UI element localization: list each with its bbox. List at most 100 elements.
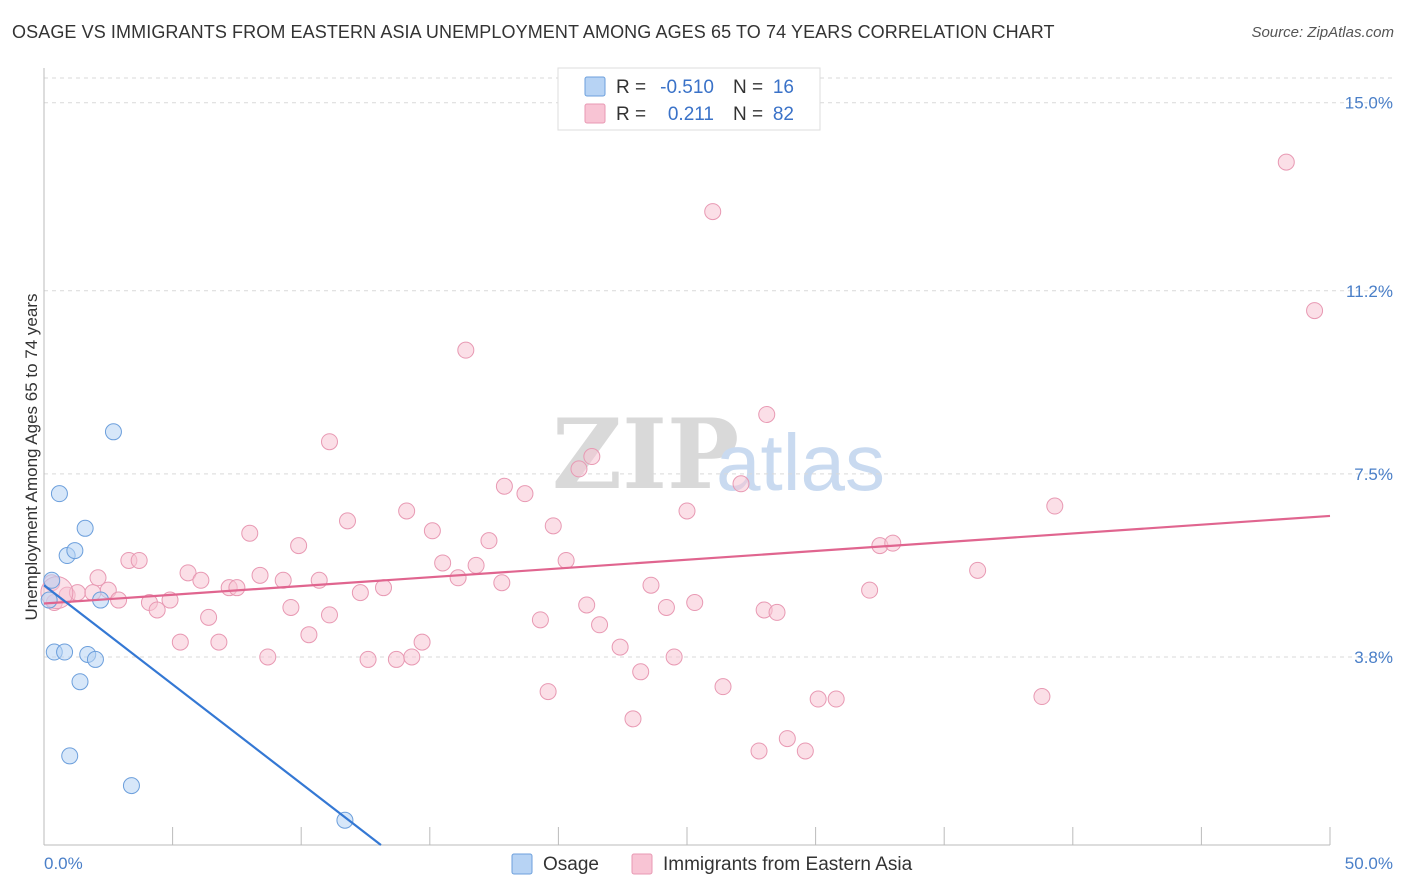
watermark-atlas: atlas <box>716 418 885 507</box>
immigrants-point <box>531 611 549 629</box>
osage-point <box>76 519 94 537</box>
y-tick-labels: 3.8% 7.5% 11.2% 15.0% <box>1345 94 1393 667</box>
series-osage-points <box>40 423 354 829</box>
immigrants-point <box>423 522 441 540</box>
gridlines <box>44 77 1393 658</box>
immigrants-point <box>884 534 902 552</box>
bottom-legend-swatch-immigrants <box>631 853 653 875</box>
immigrants-point <box>611 638 629 656</box>
immigrants-point <box>480 532 498 550</box>
osage-point <box>43 571 61 589</box>
immigrants-point <box>449 569 467 587</box>
chart-title: OSAGE VS IMMIGRANTS FROM EASTERN ASIA UN… <box>12 22 1055 42</box>
immigrants-point <box>796 742 814 760</box>
legend-n-value-osage: 16 <box>773 77 794 98</box>
osage-point <box>56 643 74 661</box>
legend-r-label-immigrants: R = <box>616 104 646 125</box>
immigrants-point <box>241 524 259 542</box>
immigrants-point <box>1306 302 1324 320</box>
immigrants-point <box>130 551 148 569</box>
immigrants-point <box>539 683 557 701</box>
immigrants-point <box>768 603 786 621</box>
y-tick-label: 3.8% <box>1354 648 1393 667</box>
bottom-legend-label-immigrants: Immigrants from Eastern Asia <box>663 854 913 875</box>
x-tick-label-min: 0.0% <box>44 854 83 873</box>
legend-n-label-osage: N = <box>733 77 763 98</box>
x-tick-label-max: 50.0% <box>1345 854 1393 873</box>
osage-point <box>122 777 140 795</box>
immigrants-point <box>861 581 879 599</box>
immigrants-point <box>665 648 683 666</box>
immigrants-point <box>1277 153 1295 171</box>
trend-line-osage <box>43 584 382 846</box>
immigrants-point <box>200 608 218 626</box>
immigrants-point <box>493 574 511 592</box>
y-tick-label: 15.0% <box>1345 94 1393 113</box>
immigrants-point <box>516 485 534 503</box>
immigrants-point <box>467 556 485 574</box>
osage-point <box>104 423 122 441</box>
osage-point <box>336 811 354 829</box>
immigrants-point <box>192 571 210 589</box>
immigrants-point <box>570 460 588 478</box>
immigrants-point <box>624 710 642 728</box>
x-ticks <box>43 827 1331 845</box>
immigrants-point <box>338 512 356 530</box>
immigrants-point <box>403 648 421 666</box>
immigrants-point <box>750 742 768 760</box>
legend-n-label-immigrants: N = <box>733 104 763 125</box>
immigrants-point <box>1033 688 1051 706</box>
immigrants-point <box>732 475 750 493</box>
immigrants-point <box>657 598 675 616</box>
y-tick-label: 11.2% <box>1346 282 1393 301</box>
immigrants-point <box>642 576 660 594</box>
immigrants-point <box>457 341 475 359</box>
trend-line-immigrants <box>43 514 1331 605</box>
legend: R = -0.510 N = 16 R = 0.211 N = 82 <box>557 67 821 131</box>
immigrants-point <box>398 502 416 520</box>
legend-r-value-immigrants: 0.211 <box>668 104 714 125</box>
immigrants-point <box>210 633 228 651</box>
immigrants-point <box>557 551 575 569</box>
y-axis-title: Unemployment Among Ages 65 to 74 years <box>22 294 41 621</box>
legend-r-label-osage: R = <box>616 77 646 98</box>
immigrants-point <box>809 690 827 708</box>
bottom-legend-swatch-osage <box>511 853 533 875</box>
immigrants-point <box>290 537 308 555</box>
osage-point <box>71 673 89 691</box>
legend-swatch-immigrants <box>584 103 606 124</box>
immigrants-point <box>678 502 696 520</box>
immigrants-point <box>434 554 452 572</box>
immigrants-point <box>228 579 246 597</box>
immigrants-point <box>320 606 338 624</box>
osage-point <box>66 542 84 560</box>
osage-point <box>50 485 68 503</box>
immigrants-point <box>300 626 318 644</box>
immigrants-point <box>686 594 704 612</box>
legend-swatch-osage <box>584 76 606 97</box>
immigrants-point <box>544 517 562 535</box>
y-tick-label: 7.5% <box>1354 465 1393 484</box>
immigrants-point <box>171 633 189 651</box>
trend-lines <box>43 514 1331 846</box>
immigrants-point <box>179 564 197 582</box>
osage-point <box>61 747 79 765</box>
immigrants-point <box>591 616 609 634</box>
source-label: Source: ZipAtlas.com <box>1251 24 1394 41</box>
immigrants-point <box>351 584 369 602</box>
immigrants-point <box>714 678 732 696</box>
immigrants-point <box>375 579 393 597</box>
watermark-zip: ZIP <box>552 398 739 511</box>
watermark: ZIP atlas <box>552 398 885 511</box>
immigrants-point <box>148 601 166 619</box>
immigrants-point <box>89 569 107 587</box>
immigrants-point <box>251 566 269 584</box>
immigrants-point <box>320 433 338 451</box>
immigrants-point <box>359 650 377 668</box>
immigrants-point <box>387 650 405 668</box>
immigrants-point <box>583 448 601 466</box>
immigrants-point <box>259 648 277 666</box>
immigrants-point <box>282 598 300 616</box>
bottom-legend-label-osage: Osage <box>543 854 599 875</box>
